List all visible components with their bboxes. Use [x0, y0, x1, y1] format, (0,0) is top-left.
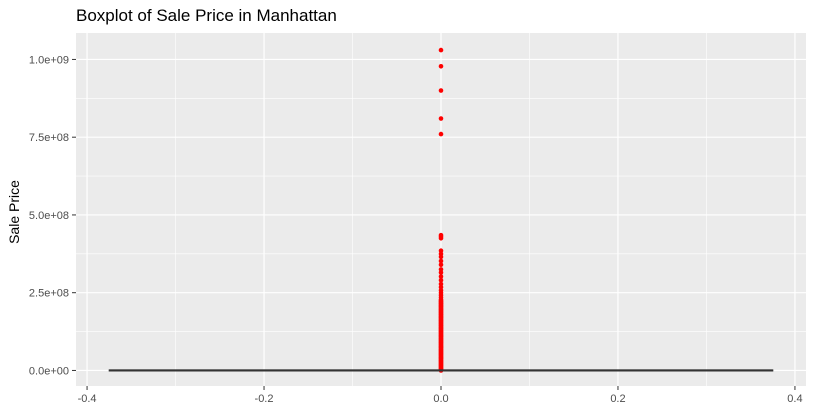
outlier-point	[438, 274, 444, 279]
outlier-point	[438, 270, 444, 275]
y-axis-title: Sale Price	[6, 180, 22, 244]
x-tick-label: -0.4	[78, 393, 97, 405]
y-tick-label: 7.5e+08	[29, 132, 69, 144]
outlier-point	[438, 262, 444, 268]
x-axis: -0.4 -0.2 0.0 0.2 0.4	[78, 386, 803, 405]
outlier-point	[438, 277, 444, 283]
y-tick-label: 1.0e+09	[29, 54, 69, 66]
outlier-point	[438, 258, 444, 264]
x-tick-label: -0.2	[255, 393, 274, 405]
outlier-point	[438, 116, 444, 121]
outlier-point	[438, 297, 444, 302]
y-tick-label: 2.5e+08	[29, 288, 69, 300]
y-tick-label: 0.0e+00	[29, 365, 69, 377]
x-tick-label: 0.0	[433, 393, 448, 405]
outlier-point	[438, 254, 444, 260]
outlier-point	[438, 131, 444, 137]
y-axis: 0.0e+00 2.5e+08 5.0e+08 7.5e+08 1.0e+09	[29, 54, 76, 377]
outlier-point	[438, 63, 444, 69]
y-tick-label: 5.0e+08	[29, 210, 69, 222]
outlier-point	[438, 47, 444, 53]
chart-marks	[108, 47, 774, 373]
outlier-point	[438, 88, 444, 93]
outlier-point	[438, 235, 444, 241]
chart-title: Boxplot of Sale Price in Manhattan	[76, 6, 337, 25]
x-tick-label: 0.2	[610, 393, 625, 405]
x-tick-label: 0.4	[787, 393, 802, 405]
